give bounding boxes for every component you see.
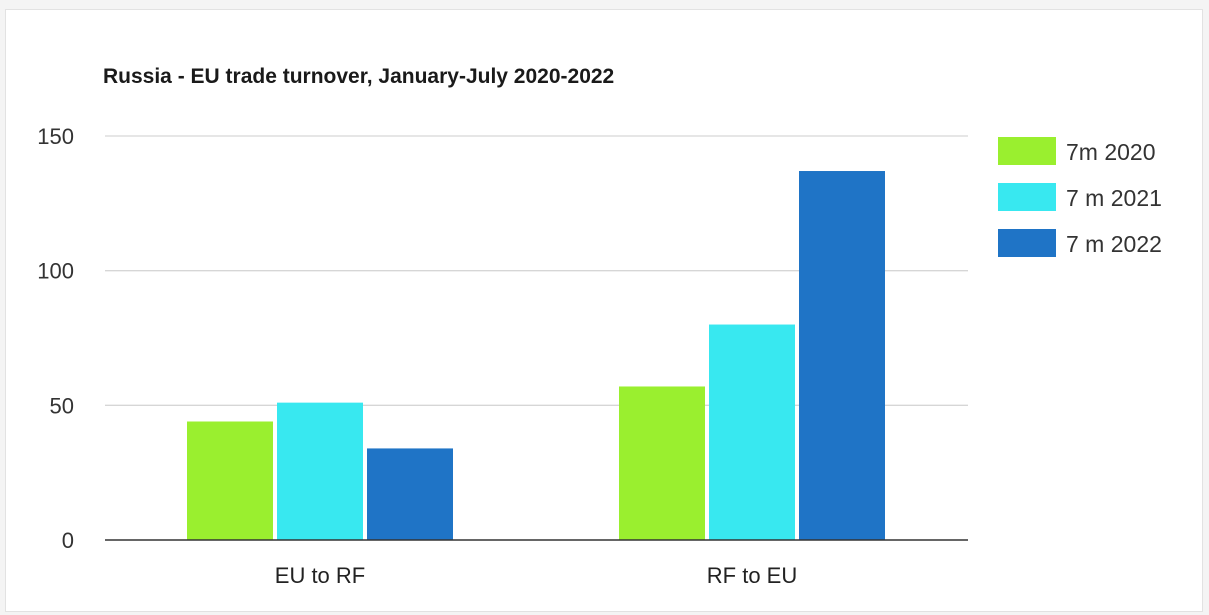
bar: [799, 171, 885, 540]
legend-label: 7 m 2022: [1066, 231, 1162, 257]
x-axis-categories: EU to RF RF to EU: [275, 563, 797, 588]
bar: [619, 386, 705, 540]
y-tick-label: 0: [62, 528, 74, 553]
bar: [277, 402, 363, 540]
legend-label: 7 m 2021: [1066, 185, 1162, 211]
y-tick-label: 150: [37, 124, 74, 149]
legend-swatch: [998, 183, 1056, 211]
legend-label: 7m 2020: [1066, 139, 1156, 165]
y-tick-label: 50: [50, 393, 74, 418]
chart-title: Russia - EU trade turnover, January-July…: [103, 65, 614, 88]
bar: [187, 421, 273, 540]
legend-swatch: [998, 137, 1056, 165]
bar: [709, 324, 795, 540]
legend-swatch: [998, 229, 1056, 257]
bar: [367, 448, 453, 540]
x-category-label: RF to EU: [707, 563, 797, 588]
x-category-label: EU to RF: [275, 563, 365, 588]
y-axis-ticks: 0 50 100 150: [37, 124, 74, 553]
bars: [187, 171, 885, 540]
y-tick-label: 100: [37, 259, 74, 284]
legend: 7m 2020 7 m 2021 7 m 2022: [998, 137, 1162, 257]
